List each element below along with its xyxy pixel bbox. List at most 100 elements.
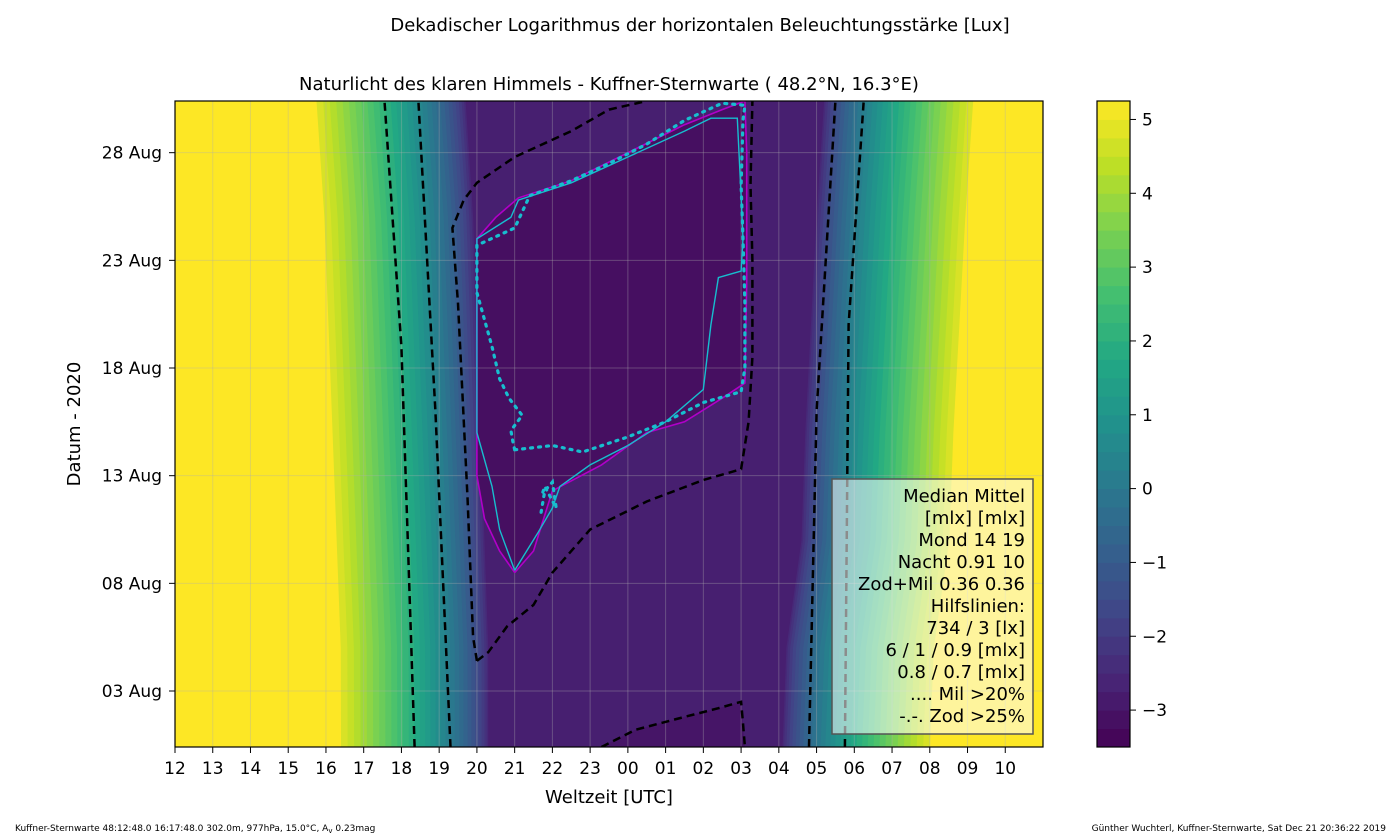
legend-box [831,478,1034,735]
chart-title: Naturlicht des klaren Himmels - Kuffner-… [299,74,919,95]
colorbar-stripe [1097,174,1130,194]
dashed-contour-line [383,101,416,747]
colorbar-stripe [1097,156,1130,176]
zodiacal-dotted-line [475,101,747,454]
x-tick-label: 04 [768,759,790,779]
colorbar-stripe [1097,101,1130,120]
legend-line: 6 / 1 / 0.9 [mlx] [886,640,1026,661]
x-tick-label: 23 [579,759,601,779]
colorbar-tick-label: 5 [1142,110,1153,130]
dark-night-wedge [601,701,745,747]
x-tick-label: 05 [806,759,828,779]
colorbar-stripe [1097,525,1130,545]
colorbar-stripe [1097,211,1130,231]
y-axis-label: Datum - 2020 [64,362,85,487]
colorbar-stripe [1097,267,1130,287]
colorbar-stripe [1097,691,1130,711]
colorbar-stripe [1097,543,1130,563]
colorbar-stripe [1097,580,1130,600]
footer-left: Kuffner-Sternwarte 48:12:48.0 16:17:48.0… [15,824,375,835]
y-tick-label: 18 Aug [102,359,162,379]
colorbar-stripe [1097,359,1130,379]
colorbar-stripe [1097,377,1130,397]
x-tick-label: 07 [881,759,903,779]
x-tick-label: 01 [655,759,677,779]
colorbar-stripe [1097,193,1130,213]
colorbar-stripe [1097,599,1130,619]
footer-right: Günther Wuchterl, Kuffner-Sternwarte, Sa… [1092,824,1387,834]
colorbar-tick-label: 0 [1142,480,1153,500]
x-tick-label: 14 [240,759,262,779]
x-tick-label: 15 [277,759,299,779]
x-tick-label: 06 [843,759,865,779]
colorbar-stripe [1097,433,1130,453]
dark-night-region [476,101,747,573]
x-tick-label: 19 [428,759,450,779]
y-tick-label: 08 Aug [102,574,162,594]
x-tick-label: 18 [391,759,413,779]
x-axis-label: Weltzeit [UTC] [545,787,673,808]
colorbar-stripe [1097,488,1130,508]
legend-line: Mond 14 19 [918,530,1025,551]
dashed-contour-line [600,700,747,747]
milky-way-dotted-line [539,478,558,514]
colorbar-stripe [1097,507,1130,527]
colorbar-stripe [1097,414,1130,434]
colorbar-tick-label: 3 [1142,258,1153,278]
colorbar-stripe [1097,285,1130,305]
dashed-contour-line [807,101,837,747]
colorbar-tick-label: −3 [1142,701,1167,721]
y-tick-label: 03 Aug [102,682,162,702]
colorbar-frame [1096,100,1131,748]
x-tick-label: 12 [164,759,186,779]
x-tick-label: 08 [919,759,941,779]
x-tick-label: 16 [315,759,337,779]
legend-line: [mlx] [mlx] [925,508,1025,529]
x-tick-label: 20 [466,759,488,779]
x-tick-label: 22 [542,759,564,779]
legend-line: Nacht 0.91 10 [898,552,1025,573]
colorbar-stripe [1097,322,1130,342]
colorbar-stripe [1097,119,1130,139]
colorbar-stripe [1097,710,1130,730]
colorbar-stripe [1097,340,1130,360]
colorbar: 5 4 3 2 1 0 −1 −2 −3 [1096,100,1167,748]
legend-line: Median Mittel [903,486,1025,507]
y-tick-label: 28 Aug [102,144,162,164]
x-tick-label: 03 [730,759,752,779]
legend-line: Hilfslinien: [931,596,1025,617]
x-tick-label: 02 [693,759,715,779]
y-tick-label: 13 Aug [102,467,162,487]
colorbar-stripe [1097,137,1130,157]
dashed-contour-line [843,101,865,747]
colorbar-stripe [1097,636,1130,656]
colorbar-stripe [1097,728,1130,748]
colorbar-stripe [1097,617,1130,637]
x-tick-label: 17 [353,759,375,779]
legend-line: -.-. Zod >25% [899,706,1025,727]
x-tick-label: 13 [202,759,224,779]
colorbar-stripe [1097,304,1130,323]
colorbar-tick-label: 4 [1142,184,1153,204]
plot-frame [174,100,1044,748]
x-tick-label: 21 [504,759,526,779]
colorbar-stripe [1097,396,1130,416]
plot-area [175,101,1043,747]
suptitle: Dekadischer Logarithmus der horizontalen… [390,15,1009,36]
colorbar-stripe [1097,451,1130,471]
x-tick-label: 10 [994,759,1016,779]
legend-line: 734 / 3 [lx] [926,618,1025,639]
y-tick-label: 23 Aug [102,251,162,271]
legend-line: 0.8 / 0.7 [mlx] [897,662,1025,683]
colorbar-tick-label: 1 [1142,406,1153,426]
colorbar-stripe [1097,248,1130,268]
legend-line: Zod+Mil 0.36 0.36 [858,574,1025,595]
x-tick-label: 00 [617,759,639,779]
colorbar-stripe [1097,562,1130,582]
colorbar-stripe [1097,230,1130,250]
x-tick-label: 09 [957,759,979,779]
dashed-contour-line [451,101,647,662]
colorbar-stripe [1097,654,1130,674]
colorbar-tick-label: −1 [1142,553,1167,573]
